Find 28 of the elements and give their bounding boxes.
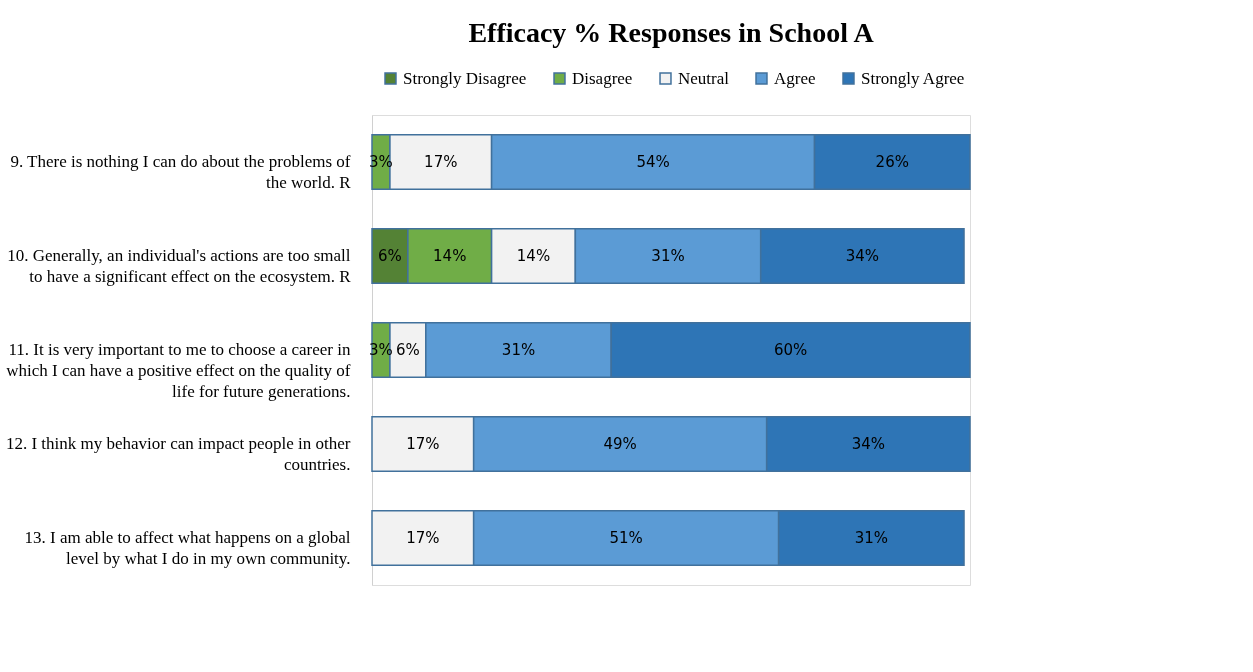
- legend-label: Disagree: [572, 68, 633, 88]
- y-tick-label: 13. I am able to affect what happens on a global level by what I do in my own community.: [24, 528, 351, 568]
- data-label: 54%: [636, 153, 670, 171]
- y-tick-label: 12. I think my behavior can impact people in other countries.: [5, 434, 351, 474]
- data-label: 34%: [845, 247, 880, 265]
- legend-label: Agree: [774, 68, 816, 88]
- legend-label: Neutral: [678, 68, 730, 88]
- data-label: 31%: [854, 529, 888, 547]
- data-label: 6%: [395, 341, 420, 359]
- y-tick-label: 9. There is nothing I can do about the problems of the world. R: [10, 152, 352, 192]
- y-tick-label: 11. It is very important to me to choose a career in which I can have a positive effect on the quality of life for future generations.: [6, 340, 351, 401]
- data-label: 60%: [773, 341, 808, 359]
- data-label: 6%: [378, 247, 402, 265]
- data-label: 17%: [424, 153, 458, 171]
- data-label: 49%: [603, 435, 637, 453]
- y-tick-label: 10. Generally, an individual's actions are too small to have a significant effect on the ecosystem. R: [7, 246, 352, 286]
- data-label: 51%: [609, 529, 643, 547]
- data-label: 17%: [406, 435, 440, 453]
- data-label: 14%: [516, 247, 551, 265]
- data-label: 34%: [851, 435, 886, 453]
- data-label: 31%: [501, 341, 536, 359]
- data-label: 31%: [651, 247, 685, 265]
- legend-label: Strongly Agree: [861, 68, 965, 88]
- legend-label: Strongly Disagree: [403, 68, 527, 88]
- data-label: 26%: [875, 153, 909, 171]
- data-label: 14%: [433, 247, 467, 265]
- chart-title: Efficacy % Responses in School A: [468, 17, 875, 48]
- data-label: 17%: [406, 529, 440, 547]
